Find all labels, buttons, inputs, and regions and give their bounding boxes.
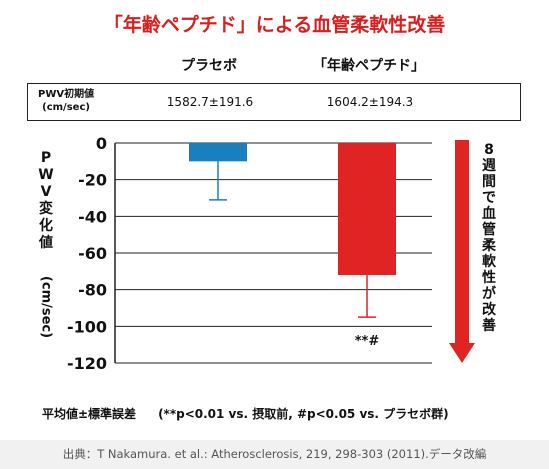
bar xyxy=(338,143,396,275)
y-tick-label: -60 xyxy=(78,244,107,263)
y-tick-label: -20 xyxy=(78,171,107,190)
initial-values-label-line1: PWV初期値 xyxy=(38,89,95,100)
y-tick-label: 0 xyxy=(96,134,107,153)
significance-annotation: **# xyxy=(355,334,380,349)
bar xyxy=(189,143,247,162)
y-tick-label: -80 xyxy=(78,281,107,300)
bar-chart: 0 -20 -40 -60 -80 -100 -120 **# xyxy=(67,134,475,373)
initial-values-label: PWV初期値 (cm/sec) xyxy=(38,88,94,114)
footnote: 平均値±標準誤差 (**p<0.01 vs. 摂取前, #p<0.05 vs. プ… xyxy=(42,405,449,422)
footnote-mean-se: 平均値±標準誤差 xyxy=(42,407,137,421)
initial-value-peptide: 1604.2±194.3 xyxy=(326,95,414,109)
initial-values-row: PWV初期値 (cm/sec) 1582.7±191.6 1604.2±194.… xyxy=(27,83,521,121)
y-tick-label: -40 xyxy=(78,207,107,226)
footnote-significance: (**p<0.01 vs. 摂取前, #p<0.05 vs. プラセボ群) xyxy=(158,407,449,421)
y-tick-label: -100 xyxy=(67,317,107,336)
improvement-arrow-shaft xyxy=(455,140,469,343)
column-header-placebo: プラセボ xyxy=(181,58,237,74)
improvement-arrow-head xyxy=(449,343,475,363)
initial-values-label-line2: (cm/sec) xyxy=(42,102,90,113)
initial-value-placebo: 1582.7±191.6 xyxy=(166,95,254,109)
chart-title: 「年齢ペプチド」による血管柔軟性改善 xyxy=(103,14,446,36)
source-citation: 出典：T Nakamura. et al.: Atherosclerosis, … xyxy=(0,440,549,469)
y-tick-label: -120 xyxy=(67,354,107,373)
column-header-peptide: 「年齢ペプチド」 xyxy=(313,58,425,74)
